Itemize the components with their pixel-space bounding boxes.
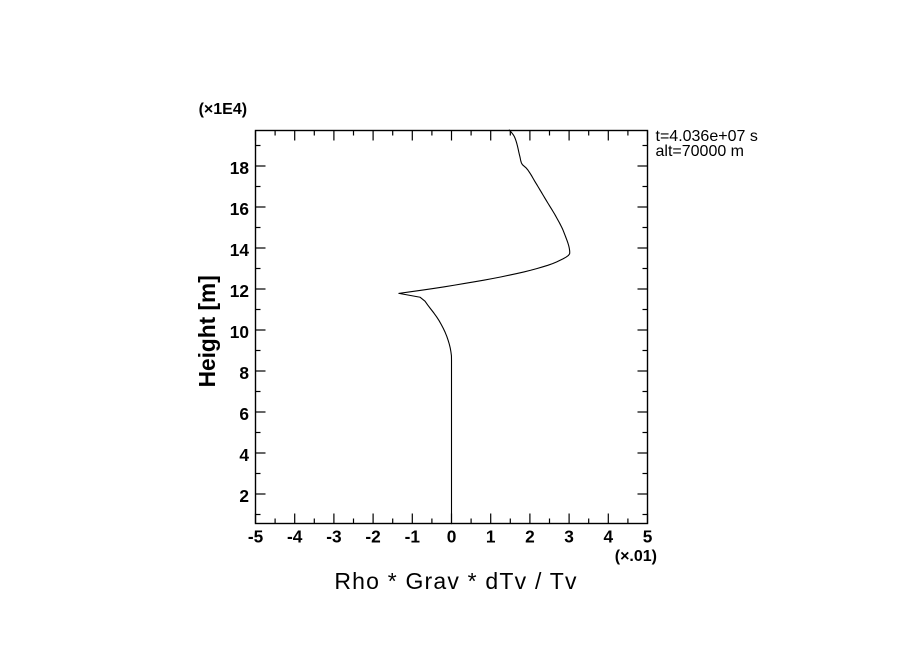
svg-text:0: 0 bbox=[447, 527, 457, 547]
svg-text:6: 6 bbox=[239, 404, 249, 424]
svg-text:-1: -1 bbox=[405, 527, 421, 547]
svg-text:4: 4 bbox=[239, 445, 249, 465]
svg-text:8: 8 bbox=[239, 363, 249, 383]
svg-text:2: 2 bbox=[525, 527, 535, 547]
svg-text:(×1E4): (×1E4) bbox=[199, 101, 247, 118]
svg-text:14: 14 bbox=[230, 240, 250, 260]
svg-text:-5: -5 bbox=[248, 527, 264, 547]
svg-text:alt=70000 m: alt=70000 m bbox=[656, 143, 745, 160]
svg-text:2: 2 bbox=[239, 486, 249, 506]
svg-text:1: 1 bbox=[486, 527, 496, 547]
svg-text:Height [m]: Height [m] bbox=[194, 275, 220, 387]
svg-text:4: 4 bbox=[603, 527, 613, 547]
svg-text:(×.01): (×.01) bbox=[615, 548, 657, 565]
svg-text:18: 18 bbox=[230, 158, 250, 178]
svg-text:Rho * Grav * dTv / Tv: Rho * Grav * dTv / Tv bbox=[334, 568, 577, 594]
svg-text:5: 5 bbox=[643, 527, 653, 547]
svg-text:-4: -4 bbox=[287, 527, 303, 547]
svg-text:-3: -3 bbox=[326, 527, 341, 547]
svg-text:12: 12 bbox=[230, 281, 249, 301]
svg-text:-2: -2 bbox=[365, 527, 380, 547]
svg-text:3: 3 bbox=[564, 527, 574, 547]
svg-text:10: 10 bbox=[230, 322, 249, 342]
svg-text:16: 16 bbox=[230, 199, 249, 219]
